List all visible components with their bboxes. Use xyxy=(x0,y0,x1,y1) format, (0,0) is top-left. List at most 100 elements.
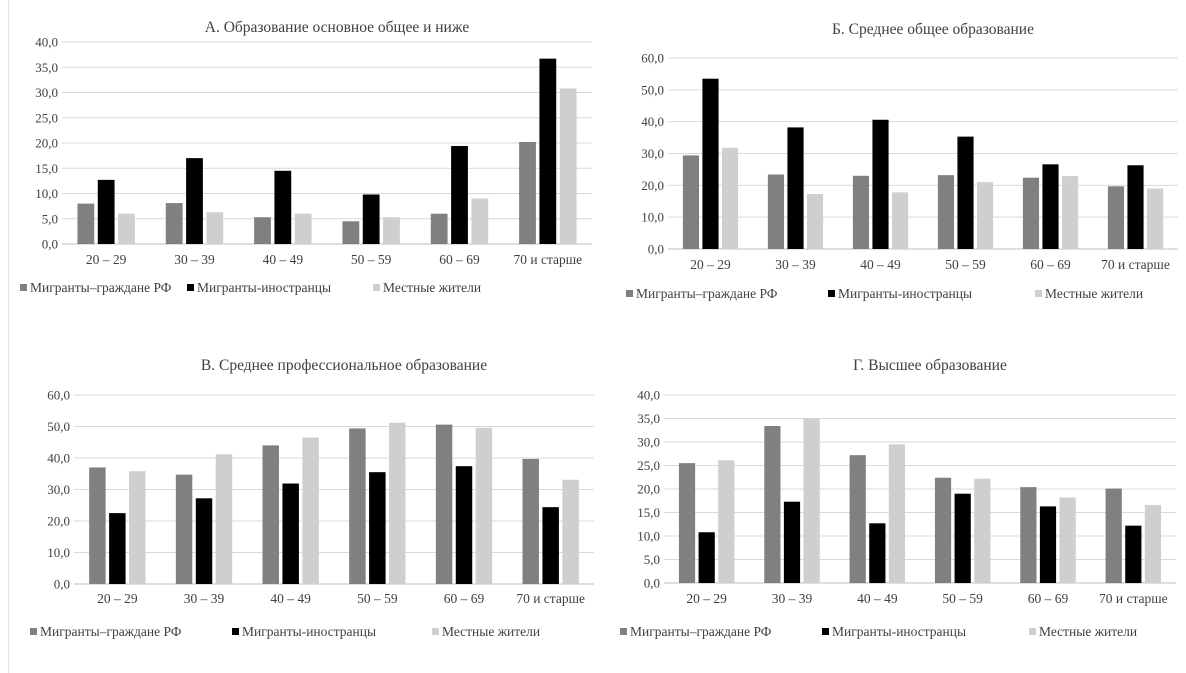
y-tick-label: 15,0 xyxy=(35,161,58,176)
bar-series-2-cat-1 xyxy=(215,454,233,584)
y-tick-label: 60,0 xyxy=(47,388,70,403)
bar-series-1-cat-0 xyxy=(97,179,115,244)
x-tick-label: 30 – 39 xyxy=(184,591,225,606)
bar-series-1-cat-4 xyxy=(455,466,473,584)
bar-series-2-cat-0 xyxy=(718,460,735,583)
bar-series-1-cat-2 xyxy=(872,119,889,249)
legend-label: Мигранты-иностранцы xyxy=(838,286,972,301)
y-tick-label: 20,0 xyxy=(35,136,58,151)
bar-series-2-cat-1 xyxy=(206,212,224,244)
x-tick-label: 60 – 69 xyxy=(1030,257,1071,272)
y-tick-label: 30,0 xyxy=(637,435,660,450)
bar-series-1-cat-2 xyxy=(282,483,299,584)
bar-series-2-cat-5 xyxy=(1144,504,1162,583)
y-tick-label: 10,0 xyxy=(35,186,58,201)
bar-series-2-cat-4 xyxy=(471,198,489,244)
y-tick-label: 25,0 xyxy=(637,458,660,473)
bar-series-0-cat-2 xyxy=(849,455,866,583)
legend-swatch xyxy=(1029,628,1036,635)
chart-panel-a: А. Образование основное общее и ниже 0,0 5… xyxy=(20,10,602,310)
bar-series-1-cat-1 xyxy=(195,498,213,584)
bar-series-0-cat-5 xyxy=(1107,186,1125,249)
y-tick-label: 10,0 xyxy=(47,545,70,560)
legend-label: Местные жители xyxy=(383,280,481,295)
bar-series-2-cat-3 xyxy=(389,422,406,584)
bar-series-0-cat-1 xyxy=(764,426,781,583)
x-tick-label: 20 – 29 xyxy=(690,257,731,272)
legend-swatch xyxy=(373,284,380,291)
bar-series-0-cat-2 xyxy=(852,175,870,249)
bar-series-1-cat-3 xyxy=(369,472,386,584)
bar-series-0-cat-2 xyxy=(254,217,271,244)
x-tick-label: 30 – 39 xyxy=(772,591,813,606)
bar-series-1-cat-1 xyxy=(186,158,203,244)
chart-a-svg: А. Образование основное общее и ниже 0,0 5… xyxy=(20,19,592,295)
legend-label: Мигранты-иностранцы xyxy=(832,624,966,639)
chart-panel-g: Г. Высшее образование 0,0 5,0 10,0 15,0 20,0 2… xyxy=(620,345,1186,650)
x-tick-label: 50 – 59 xyxy=(357,591,398,606)
y-tick-label: 35,0 xyxy=(35,60,58,75)
y-tick-label: 30,0 xyxy=(35,85,58,100)
x-tick-label: 70 и старше xyxy=(1099,591,1168,606)
bar-series-0-cat-0 xyxy=(678,463,696,583)
legend-swatch xyxy=(20,284,27,291)
bar-series-1-cat-0 xyxy=(702,78,719,249)
chart-panel-b: Б. Среднее общее образование 0,0 10,0 20,0 3… xyxy=(622,10,1186,320)
legend-label: Местные жители xyxy=(1039,624,1137,639)
bar-series-0-cat-5 xyxy=(522,458,539,584)
y-tick-label: 40,0 xyxy=(47,451,70,466)
legend-swatch xyxy=(1035,290,1042,297)
bar-series-1-cat-3 xyxy=(362,194,380,244)
y-tick-label: 25,0 xyxy=(35,110,58,125)
bar-series-0-cat-0 xyxy=(89,467,106,584)
x-tick-label: 20 – 29 xyxy=(686,591,727,606)
x-tick-label: 20 – 29 xyxy=(97,591,138,606)
bar-series-1-cat-0 xyxy=(109,513,126,585)
legend-label: Мигранты-иностранцы xyxy=(197,280,331,295)
bar-series-2-cat-5 xyxy=(562,479,579,584)
chart-v-svg: В. Среднее профессиональное образование 0… xyxy=(30,357,594,639)
x-tick-label: 40 – 49 xyxy=(270,591,311,606)
bar-series-2-cat-4 xyxy=(1061,176,1079,249)
legend-swatch xyxy=(30,628,37,635)
bar-series-2-cat-2 xyxy=(891,192,909,249)
legend-swatch xyxy=(626,290,633,297)
bar-series-1-cat-4 xyxy=(1039,506,1057,583)
bar-series-1-cat-4 xyxy=(451,146,468,244)
x-tick-label: 40 – 49 xyxy=(857,591,898,606)
chart-panel-v: В. Среднее профессиональное образование 0… xyxy=(30,345,602,650)
x-tick-label: 60 – 69 xyxy=(1028,591,1069,606)
chart-b-svg: Б. Среднее общее образование 0,0 10,0 20,0 3… xyxy=(626,21,1178,301)
bar-series-2-cat-4 xyxy=(1059,497,1076,583)
y-tick-label: 0,0 xyxy=(648,242,664,257)
bar-series-0-cat-4 xyxy=(430,213,448,244)
bar-series-0-cat-2 xyxy=(262,445,279,584)
x-tick-label: 70 и старше xyxy=(516,591,585,606)
bar-series-0-cat-0 xyxy=(682,155,700,249)
legend-label: Местные жители xyxy=(442,624,540,639)
bar-series-1-cat-0 xyxy=(698,532,715,583)
bar-series-0-cat-0 xyxy=(77,203,95,244)
chart-g-svg: Г. Высшее образование 0,0 5,0 10,0 15,0 20,0 2… xyxy=(620,357,1176,639)
bar-series-2-cat-2 xyxy=(294,213,312,244)
bar-series-2-cat-0 xyxy=(118,213,135,244)
y-tick-label: 40,0 xyxy=(641,114,664,129)
x-tick-label: 70 и старше xyxy=(1101,257,1170,272)
y-tick-label: 0,0 xyxy=(42,237,58,252)
legend-swatch xyxy=(828,290,835,297)
legend-label: Мигранты–граждане РФ xyxy=(630,624,772,639)
y-tick-label: 0,0 xyxy=(644,576,660,591)
y-tick-label: 40,0 xyxy=(35,35,58,50)
x-tick-label: 30 – 39 xyxy=(775,257,816,272)
bar-series-1-cat-1 xyxy=(787,127,804,249)
y-tick-label: 20,0 xyxy=(641,178,664,193)
y-tick-label: 40,0 xyxy=(637,388,660,403)
y-tick-label: 50,0 xyxy=(641,82,664,97)
y-tick-label: 10,0 xyxy=(641,210,664,225)
bar-series-2-cat-5 xyxy=(1146,188,1164,249)
bar-series-1-cat-3 xyxy=(957,136,974,249)
bar-series-1-cat-5 xyxy=(539,58,557,244)
bar-series-1-cat-2 xyxy=(274,170,292,244)
y-tick-label: 20,0 xyxy=(637,482,660,497)
y-tick-label: 35,0 xyxy=(637,411,660,426)
